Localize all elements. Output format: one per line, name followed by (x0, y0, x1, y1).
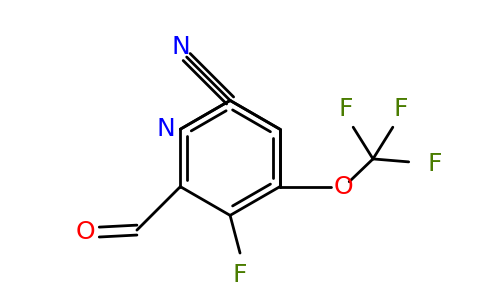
Text: F: F (233, 263, 247, 287)
Text: F: F (393, 98, 408, 122)
Text: O: O (76, 220, 95, 244)
Text: F: F (427, 152, 442, 176)
Text: O: O (333, 175, 353, 199)
Text: N: N (156, 117, 175, 141)
Text: F: F (338, 98, 352, 122)
Text: N: N (171, 35, 190, 59)
